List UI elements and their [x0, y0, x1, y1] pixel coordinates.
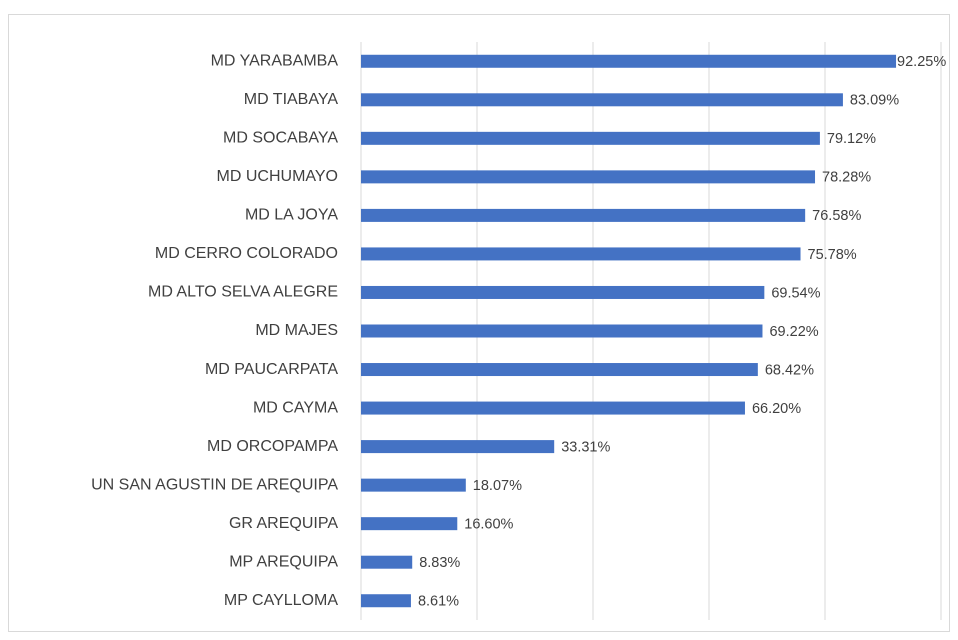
- data-label: 69.54%: [771, 285, 820, 301]
- bar: [361, 594, 411, 608]
- data-label: 79.12%: [827, 131, 876, 147]
- bar: [361, 131, 820, 145]
- y-tick-label: MD SOCABAYA: [223, 130, 338, 147]
- y-tick-label: MD ALTO SELVA ALEGRE: [148, 284, 338, 301]
- bar: [361, 478, 466, 492]
- y-tick-label: MD MAJES: [255, 322, 338, 339]
- bar: [361, 517, 458, 531]
- data-label: 92.25%: [897, 54, 946, 70]
- y-tick-label: MD ORCOPAMPA: [207, 438, 338, 455]
- bar: [361, 247, 801, 261]
- data-label: 76.58%: [812, 208, 861, 224]
- y-tick-label: MD TIABAYA: [244, 91, 339, 108]
- bar: [361, 54, 897, 68]
- data-label: 83.09%: [850, 93, 899, 109]
- bar: [361, 208, 806, 222]
- data-label: 68.42%: [765, 362, 814, 378]
- bar: [361, 440, 555, 454]
- bar: [361, 285, 765, 299]
- y-tick-label: GR AREQUIPA: [229, 515, 338, 532]
- bar: [361, 401, 745, 415]
- bar: [361, 170, 816, 184]
- chart-border: [8, 14, 950, 632]
- y-tick-label: MD CERRO COLORADO: [155, 245, 338, 262]
- y-tick-label: MD LA JOYA: [245, 207, 338, 224]
- bar: [361, 93, 843, 107]
- y-tick-label: MP AREQUIPA: [229, 553, 338, 570]
- y-tick-label: MD UCHUMAYO: [217, 168, 338, 185]
- data-label: 75.78%: [808, 247, 857, 263]
- data-label: 8.83%: [419, 555, 460, 571]
- bar: [361, 555, 413, 569]
- data-label: 16.60%: [464, 516, 513, 532]
- y-tick-label: MD YARABAMBA: [211, 52, 339, 69]
- bar: [361, 324, 763, 338]
- y-tick-label: MD PAUCARPATA: [205, 361, 338, 378]
- y-tick-label: UN SAN AGUSTIN DE AREQUIPA: [91, 476, 338, 493]
- y-tick-label: MD CAYMA: [253, 399, 338, 416]
- data-label: 8.61%: [418, 594, 459, 610]
- data-label: 66.20%: [752, 401, 801, 417]
- data-label: 18.07%: [473, 478, 522, 494]
- data-label: 33.31%: [561, 439, 610, 455]
- y-tick-label: MP CAYLLOMA: [224, 592, 338, 609]
- bar: [361, 363, 758, 377]
- data-label: 78.28%: [822, 170, 871, 186]
- data-label: 69.22%: [769, 324, 818, 340]
